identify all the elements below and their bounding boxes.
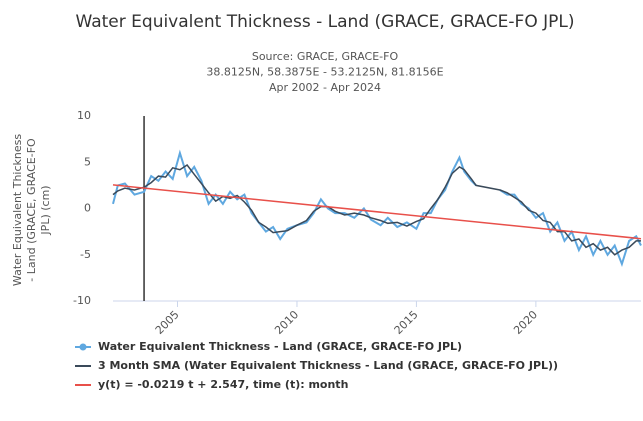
legend-label: Water Equivalent Thickness - Land (GRACE… [98,340,462,353]
y-axis-label: Water Equivalent Thickness [11,134,24,286]
y-tick-label: 5 [84,155,91,168]
y-tick-label: -5 [80,248,91,261]
legend-marker [79,343,87,351]
y-tick-label: 10 [77,109,91,122]
y-axis-label: JPL) (cm) [39,185,52,235]
legend-label: y(t) = -0.0219 t + 2.547, time (t): mont… [98,378,348,391]
legend-label: 3 Month SMA (Water Equivalent Thickness … [98,359,558,372]
series-line [112,184,642,240]
subtitle: 38.8125N, 58.3875E - 53.2125N, 81.8156E [206,66,443,79]
x-tick-label: 2020 [511,308,540,337]
series-line [112,163,641,256]
y-tick-label: 0 [84,202,91,215]
chart-title: Water Equivalent Thickness - Land (GRACE… [76,12,575,32]
x-tick-label: 2010 [272,308,301,337]
subtitle: Apr 2002 - Apr 2024 [269,81,381,94]
series-line [112,149,642,268]
y-tick-label: -10 [73,294,91,307]
x-tick-label: 2015 [392,308,421,337]
subtitle: Source: GRACE, GRACE-FO [252,50,399,63]
y-axis-label: - Land (GRACE, GRACE-FO [25,138,38,282]
x-tick-label: 2005 [153,308,182,337]
